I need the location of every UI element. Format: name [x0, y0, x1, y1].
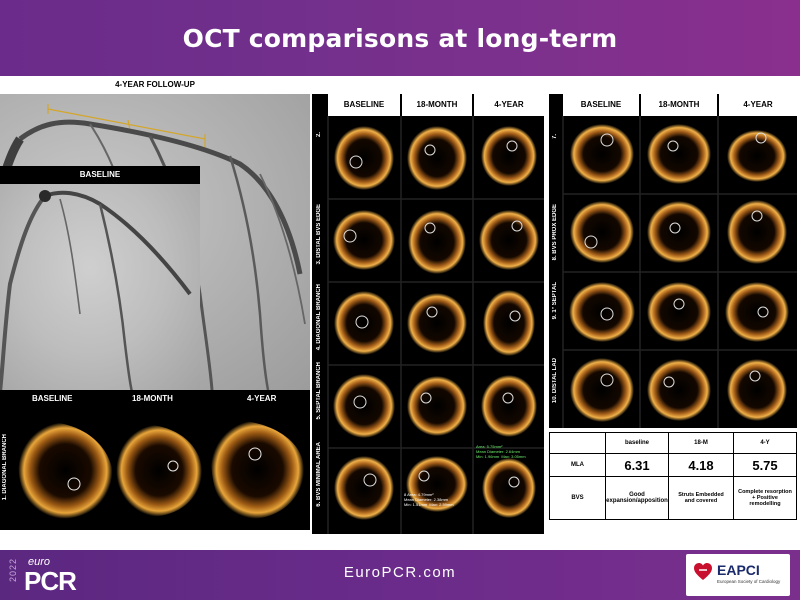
- strip-side: 1. DIAGONAL BRANCH: [0, 390, 12, 530]
- mla-18month-measurement: 8 Area: 4.79mm² Mean Diameter: 2.38mm Mi…: [404, 492, 454, 507]
- strip-header-18month: 18-MONTH: [132, 394, 173, 403]
- strip-header-baseline: BASELINE: [32, 394, 73, 403]
- footer-bar: 2022 euro PCR EuroPCR.com EAPCI European…: [0, 550, 800, 600]
- right-oct-images: [562, 116, 797, 428]
- slide-title: OCT comparisons at long-term: [182, 23, 618, 53]
- oct-strip: [12, 408, 310, 530]
- logo-euro: euro: [28, 556, 51, 568]
- eapci-name: EAPCI: [717, 562, 760, 578]
- table-col-4y: 4-Y: [734, 433, 796, 453]
- followup-label: 4-YEAR FOLLOW-UP: [0, 76, 310, 94]
- eapci-subtitle: European Society of Cardiology: [717, 579, 781, 584]
- bvs-baseline-value: Good expansion/apposition: [606, 477, 668, 519]
- bvs-18m-value: Struts Embedded and covered: [669, 477, 733, 519]
- table-row-label-mla: MLA: [550, 454, 605, 476]
- table-col-baseline: baseline: [606, 433, 668, 453]
- table-row-label-bvs: BVS: [550, 477, 605, 519]
- mid-header-baseline: BASELINE: [328, 94, 400, 116]
- right-header-baseline: BASELINE: [563, 94, 639, 116]
- mla-4y-value: 5.75: [734, 454, 796, 476]
- heart-icon: [694, 563, 712, 580]
- right-header-18month: 18-MONTH: [641, 94, 717, 116]
- mla-18m-value: 4.18: [669, 454, 733, 476]
- oct-grid-middle: BASELINE 18-MONTH 4-YEAR 2. 3. DISTAL BV…: [312, 94, 544, 534]
- table-corner: [550, 433, 605, 453]
- mid-header-18month: 18-MONTH: [402, 94, 472, 116]
- table-col-18m: 18-M: [669, 433, 733, 453]
- europcr-logo: 2022 euro PCR: [8, 554, 88, 596]
- mla-baseline-value: 6.31: [606, 454, 668, 476]
- mla-4year-measurement: Area: 5.75mm² Mean Diameter: 2.64mm Min:…: [476, 444, 526, 459]
- footer-url[interactable]: EuroPCR.com: [343, 564, 457, 581]
- strip-header-4year: 4-YEAR: [247, 394, 277, 403]
- baseline-angiogram-inset: BASELINE: [0, 166, 200, 390]
- title-bar: OCT comparisons at long-term: [0, 0, 800, 76]
- mid-header-4year: 4-YEAR: [474, 94, 544, 116]
- slide-content: 4-YEAR FOLLOW-UP BASELINE 1. DIAGON: [0, 76, 800, 550]
- baseline-inset-label: BASELINE: [0, 166, 200, 184]
- logo-pcr: PCR: [24, 566, 77, 596]
- oct-grid-right: BASELINE 18-MONTH 4-YEAR 7. 8. BVS PROX …: [549, 94, 797, 428]
- bvs-4y-value: Complete resorption + Positive remodelli…: [734, 477, 796, 519]
- angiogram-image: BASELINE: [0, 94, 310, 390]
- mid-oct-images: [327, 116, 544, 534]
- eapci-logo: EAPCI European Society of Cardiology: [686, 554, 790, 596]
- mla-comparison-table: baseline 18-M 4-Y MLA 6.31 4.18 5.75 BVS…: [549, 432, 797, 520]
- right-header-4year: 4-YEAR: [719, 94, 797, 116]
- strip-headers: BASELINE 18-MONTH 4-YEAR: [0, 390, 310, 410]
- strip-row-label: 1. DIAGONAL BRANCH: [2, 434, 8, 501]
